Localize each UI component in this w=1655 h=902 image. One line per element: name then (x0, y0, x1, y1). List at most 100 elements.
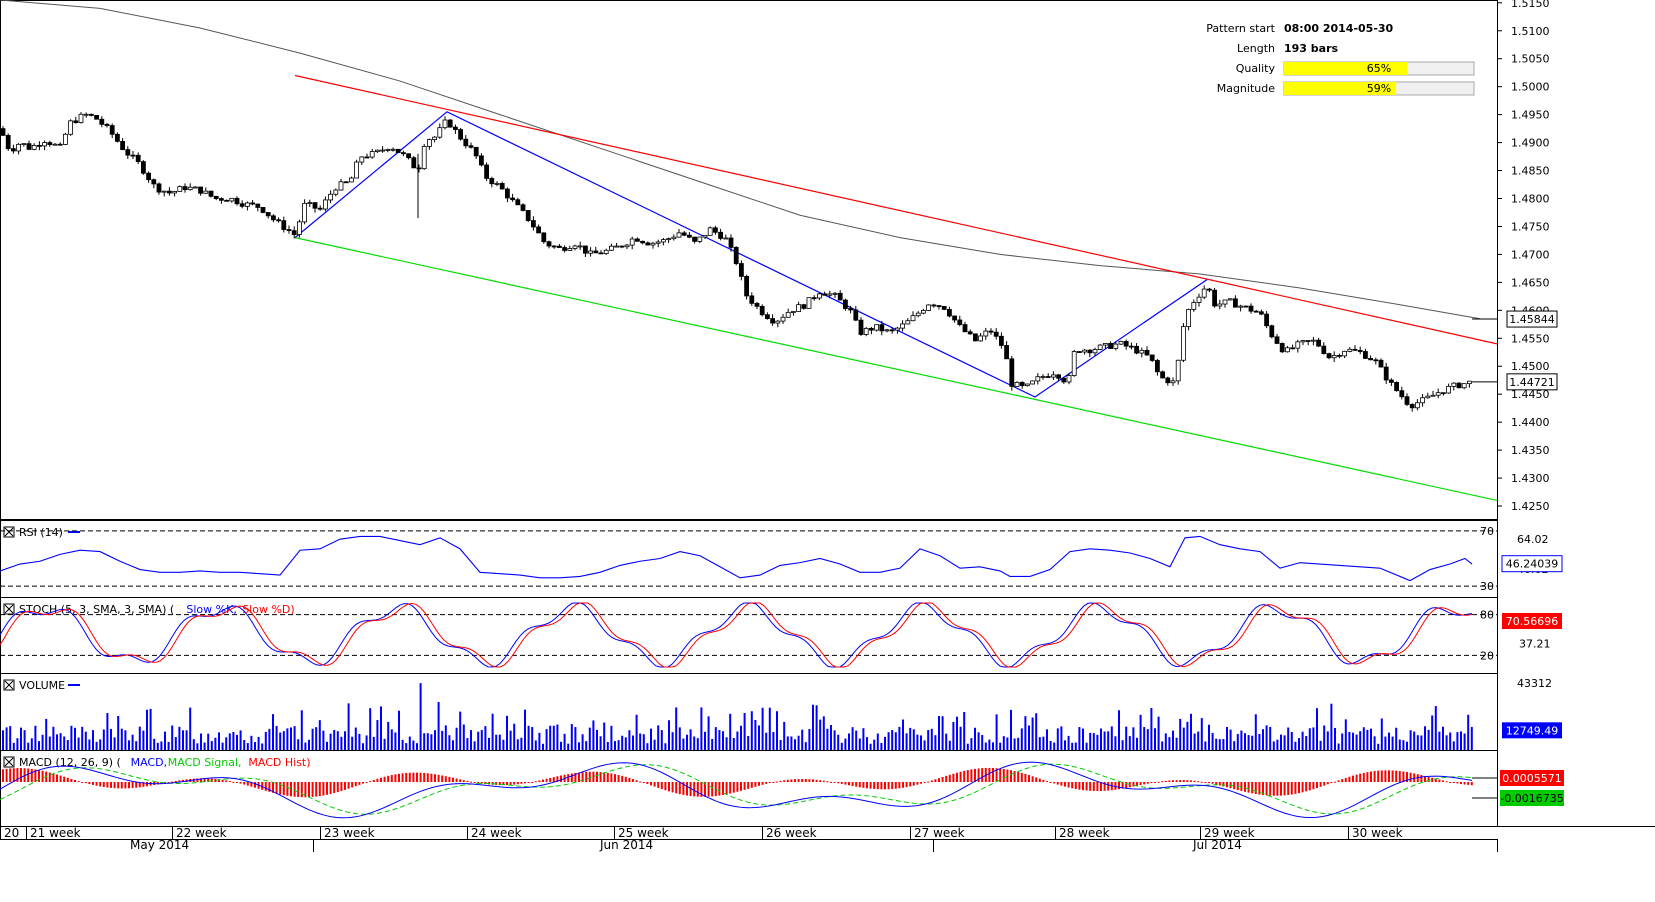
volume-bar (1424, 726, 1426, 750)
macd-hist-bar (844, 782, 847, 785)
candle-bearish (504, 188, 510, 199)
volume-bar (264, 731, 267, 750)
macd-hist-bar (48, 772, 51, 782)
volume-bar (1114, 736, 1117, 750)
volume-bar (1337, 743, 1340, 750)
volume-bar (304, 742, 307, 750)
volume-bar (556, 724, 559, 750)
volume-bar (646, 743, 649, 750)
candle-bearish (151, 179, 157, 185)
candle-bearish (291, 230, 297, 235)
macd-hist-bar (174, 780, 177, 782)
macd-hist-bar (200, 778, 202, 782)
candle-bearish (1394, 382, 1399, 392)
volume-bar (974, 727, 976, 750)
candle-bearish (213, 195, 219, 199)
macd-hist-bar (1305, 782, 1308, 792)
volume-bar (466, 738, 469, 750)
volume-bar (1427, 729, 1430, 750)
volume-bar (725, 737, 728, 750)
macd-hist-bar (1377, 770, 1380, 782)
volume-bar (1420, 735, 1423, 750)
macd-hist-bar (1100, 782, 1102, 791)
macd-hist-bar (1312, 782, 1315, 790)
macd-hist-bar (880, 782, 883, 790)
volume-bar (1211, 732, 1214, 750)
candle-bullish (671, 236, 677, 240)
macd-hist-bar (1316, 782, 1318, 789)
macd-hist-bar (1211, 782, 1214, 784)
pattern-zigzag-line (294, 111, 1208, 398)
volume-bar (1251, 735, 1254, 750)
macd-hist-bar (239, 782, 242, 784)
macd-hist-bar (1218, 782, 1221, 786)
volume-bar (1434, 706, 1437, 750)
macd-hist-bar (1262, 782, 1264, 796)
candle-bearish (1305, 340, 1311, 342)
volume-bar (650, 728, 652, 750)
candle-bearish (1383, 366, 1389, 381)
pattern-info-value: 08:00 2014-05-30 (1284, 22, 1394, 35)
macd-hist-bar (444, 776, 447, 782)
volume-bar (214, 737, 217, 750)
macd-hist-bar (99, 782, 102, 787)
volume-bar (891, 730, 894, 750)
candle-bullish (1103, 343, 1108, 346)
volume-bar (545, 729, 548, 750)
macd-hist-bar (1290, 782, 1293, 795)
candle-bearish (156, 183, 162, 193)
macd-hist-bar (1082, 782, 1084, 791)
volume-bar (358, 733, 361, 750)
volume-bar (768, 707, 771, 750)
candle-bullish (322, 199, 328, 210)
candle-bearish (1259, 311, 1264, 315)
price-tick-label: 1.4450 (1511, 388, 1550, 401)
candle-bullish (874, 324, 879, 331)
macd-hist-bar (538, 780, 541, 782)
volume-bar (38, 741, 40, 750)
macd-hist-bar (390, 775, 393, 782)
macd-hist-bar (999, 768, 1002, 782)
macd-hist-bar (473, 782, 476, 783)
macd-hist-bar (167, 782, 170, 783)
volume-bar (693, 736, 696, 750)
macd-hist-bar (801, 778, 804, 782)
candle-bullish (421, 146, 427, 170)
macd-hist-bar (1330, 782, 1333, 783)
macd-hist-bar (840, 782, 843, 784)
macd-hist-bar (1409, 772, 1412, 782)
macd-hist-bar (1294, 782, 1297, 794)
volume-bar (437, 702, 440, 750)
macd-hist-bar (254, 782, 256, 788)
macd-hist-bar (887, 782, 890, 790)
volume-bar (254, 742, 256, 750)
macd-hist-bar (416, 772, 418, 782)
macd-hist-bar (1395, 770, 1398, 782)
macd-hist-bar (354, 782, 357, 787)
macd-hist-bar (41, 770, 44, 782)
pattern-bar-value: 59% (1367, 82, 1391, 95)
macd-hist-bar (1103, 782, 1106, 791)
volume-bar (1035, 713, 1038, 750)
volume-bar (480, 729, 483, 750)
candle-bearish (1279, 343, 1285, 353)
volume-bar (387, 721, 390, 750)
candle-bearish (718, 231, 723, 239)
volume-bar (977, 732, 980, 750)
macd-hist-bar (1233, 782, 1236, 790)
volume-bar (261, 743, 264, 750)
candle-bearish (484, 164, 490, 179)
volume-bar (452, 740, 454, 750)
volume-bar (491, 713, 494, 750)
candle-bullish (172, 190, 178, 194)
candle-bearish (1061, 377, 1067, 383)
candle-bullish (723, 237, 729, 240)
volume-bar (333, 729, 336, 750)
macd-hist-bar (1226, 782, 1228, 788)
macd-hist-bar (74, 779, 76, 782)
candle-bearish (73, 120, 79, 123)
pattern-info-label: Magnitude (1217, 82, 1276, 95)
candle-bullish (832, 292, 838, 295)
candle-bearish (749, 295, 755, 304)
macd-hist-bar (668, 782, 670, 792)
